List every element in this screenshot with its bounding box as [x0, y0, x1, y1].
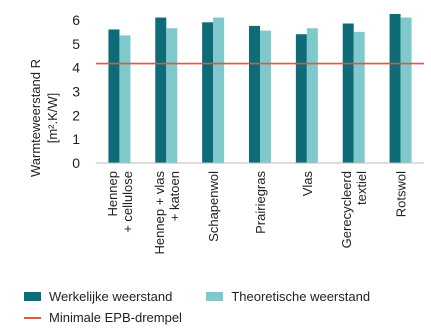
- bar-werkelijke: [295, 34, 307, 163]
- y-tick-label: 0: [72, 155, 80, 171]
- bar-theoretische: [306, 28, 318, 164]
- legend-label-threshold: Minimale EPB-drempel: [49, 310, 182, 325]
- bar-theoretische: [213, 17, 225, 163]
- y-axis-label: Warmteweerstand R [m².K/W]: [28, 59, 60, 177]
- y-tick-label: 6: [72, 12, 80, 28]
- x-tick-labels: Hennep + cellulose Hennep + vlas + katoen Sc…: [105, 171, 409, 255]
- x-tick-label: Hennep + vlas: [152, 171, 167, 255]
- bar-werkelijke: [202, 22, 214, 163]
- legend-swatch-threshold: [24, 316, 41, 319]
- x-tick-label: Hennep: [105, 171, 120, 217]
- x-tick-label: + katoen: [167, 171, 182, 221]
- x-tick-label: Prairiegras: [253, 171, 268, 234]
- x-tick-label: Gerecycleerd: [339, 171, 354, 248]
- x-tick-label: Schapenwol: [206, 171, 221, 242]
- x-tick-label: textiel: [354, 171, 369, 205]
- x-tick-label: + cellulose: [120, 171, 135, 233]
- legend-swatch-theoretische: [206, 292, 224, 301]
- y-axis-label-line1: Warmteweerstand R: [28, 59, 43, 177]
- bars: [108, 13, 412, 164]
- legend-label-werkelijke: Werkelijke weerstand: [49, 289, 173, 304]
- bar-theoretische: [119, 35, 131, 163]
- legend: Werkelijke weerstand Theoretische weerst…: [24, 286, 424, 328]
- y-axis-label-line2: [m².K/W]: [45, 93, 60, 144]
- y-tick-label: 3: [72, 83, 80, 99]
- x-tick-label: Vlas: [300, 171, 315, 197]
- bar-werkelijke: [389, 13, 401, 164]
- y-tick-label: 5: [72, 36, 80, 52]
- y-tick-label: 2: [72, 107, 80, 123]
- bar-werkelijke: [249, 25, 260, 164]
- bar-theoretische: [260, 30, 271, 164]
- y-ticks: 0 1 2 3 4 5 6: [72, 12, 80, 171]
- legend-swatch-werkelijke: [24, 292, 41, 301]
- legend-item-theoretische: Theoretische weerstand: [206, 289, 370, 304]
- y-tick-label: 1: [72, 131, 80, 147]
- bar-theoretische: [400, 17, 412, 163]
- bar-werkelijke: [108, 29, 120, 164]
- bar-werkelijke: [155, 17, 167, 163]
- legend-row-threshold: Minimale EPB-drempel: [24, 307, 424, 328]
- x-tick-label: Rotswol: [394, 171, 409, 217]
- legend-item-threshold: Minimale EPB-drempel: [24, 310, 182, 325]
- y-tick-label: 4: [72, 60, 80, 76]
- legend-label-theoretische: Theoretische weerstand: [231, 289, 371, 304]
- legend-item-werkelijke: Werkelijke weerstand: [24, 289, 172, 304]
- bar-werkelijke: [342, 23, 354, 163]
- bar-theoretische: [166, 28, 178, 164]
- legend-row-series: Werkelijke weerstand Theoretische weerst…: [24, 286, 424, 307]
- bar-theoretische: [353, 31, 365, 163]
